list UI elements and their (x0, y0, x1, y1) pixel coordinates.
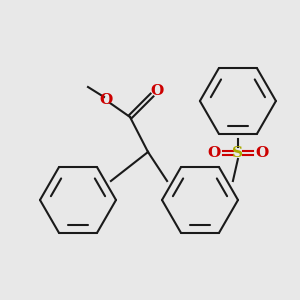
Text: O: O (255, 146, 268, 160)
Text: O: O (207, 146, 220, 160)
Text: S: S (232, 146, 243, 160)
Text: O: O (150, 84, 164, 98)
Text: O: O (99, 93, 112, 107)
